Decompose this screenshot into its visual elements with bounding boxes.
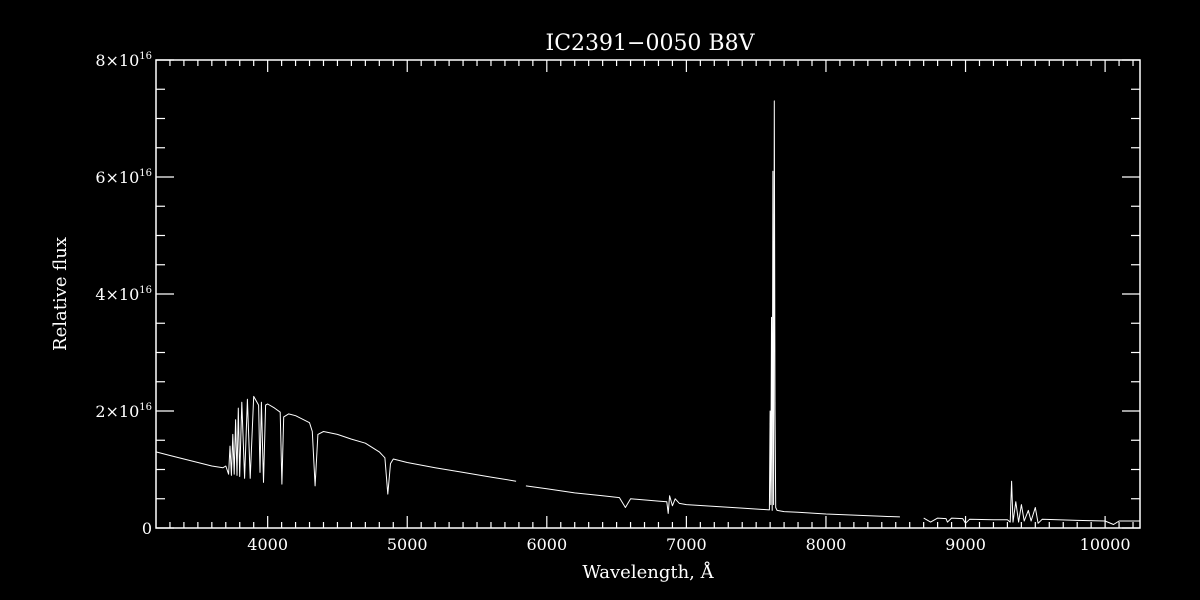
y-tick-label: 8×1016: [95, 51, 152, 70]
x-tick-label: 5000: [387, 535, 428, 554]
y-axis-label: Relative flux: [50, 237, 71, 351]
x-axis-label: Wavelength, Å: [582, 561, 714, 583]
x-tick-label: 8000: [806, 535, 847, 554]
x-tick-label: 4000: [247, 535, 288, 554]
x-tick-label: 9000: [945, 535, 986, 554]
x-tick-labels: 4000 5000 6000 7000 8000 9000 10000: [247, 535, 1130, 554]
spectrum-segment: [155, 395, 517, 495]
spectrum-series: [155, 100, 1140, 525]
axis-ticks: [156, 59, 1140, 529]
y-tick-label: 0: [142, 519, 152, 538]
spectrum-segment: [525, 100, 900, 518]
x-tick-label: 10000: [1080, 535, 1131, 554]
y-tick-label: 6×1016: [95, 168, 152, 187]
chart-title: IC2391−0050 B8V: [546, 31, 756, 56]
y-tick-label: 4×1016: [95, 285, 152, 304]
x-tick-label: 6000: [526, 535, 567, 554]
spectrum-segment: [923, 480, 1140, 525]
y-tick-labels: 0 2×1016 4×1016 6×1016 8×1016: [95, 51, 152, 538]
plot-frame: [155, 59, 1141, 529]
y-tick-label: 2×1016: [95, 402, 152, 421]
x-tick-label: 7000: [666, 535, 707, 554]
